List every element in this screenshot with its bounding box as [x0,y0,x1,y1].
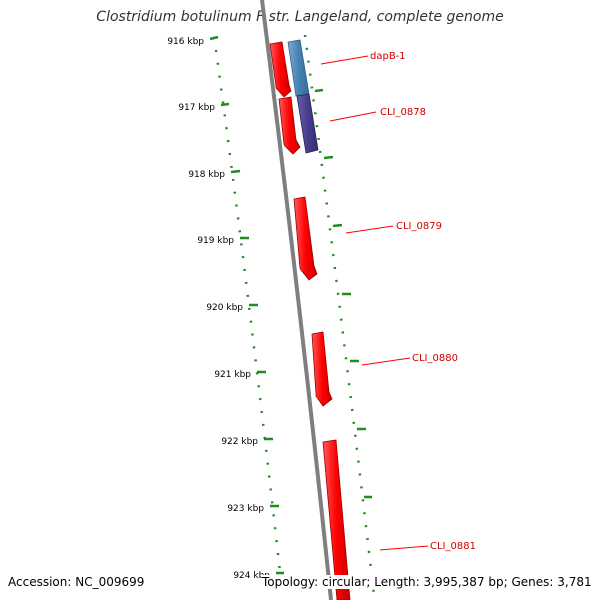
gene-label-dapB-1[interactable]: dapB-1 [370,51,406,62]
gene-red-2[interactable] [278,96,301,155]
kbp-labels: 916 kbp 917 kbp 918 kbp 919 kbp 920 kbp … [167,37,270,581]
gene-label-CLI_0878[interactable]: CLI_0878 [380,107,426,118]
kbp-label: 924 kbp [233,571,270,581]
gene-CLI_0879[interactable] [293,196,318,281]
leader-dapB-1 [320,55,369,65]
gene-CLI_0880[interactable] [311,331,333,407]
leader-CLI_0881 [379,545,429,551]
kbp-label: 916 kbp [167,37,204,47]
genome-backbone [260,0,333,600]
tick-major [332,223,343,228]
kbp-label: 920 kbp [206,303,243,313]
gene-label-CLI_0880[interactable]: CLI_0880 [412,353,458,364]
genome-summary-text: Topology: circular; Length: 3,995,387 bp… [262,575,592,589]
leader-CLI_0879 [345,225,394,234]
kbp-label: 918 kbp [188,170,225,180]
gene-red-1[interactable] [269,41,292,98]
tick-major [314,88,324,93]
tick-major [323,155,334,160]
tick-major [220,102,230,107]
kbp-ticks-right [303,34,376,596]
tick-minor-dots-right [303,34,376,596]
leader-CLI_0878 [329,111,377,122]
label-leaders [320,55,429,551]
genome-title: Clostridium botulinum F str. Langeland, … [96,9,504,25]
kbp-label: 921 kbp [214,370,251,380]
gene-CLI_0881[interactable] [322,439,351,600]
kbp-label: 923 kbp [227,504,264,514]
accession-text: Accession: NC_009699 [8,575,145,589]
gene-label-CLI_0879[interactable]: CLI_0879 [396,221,442,232]
gene-label-CLI_0881[interactable]: CLI_0881 [430,541,476,552]
gene-features [269,39,351,600]
tick-major [209,35,219,41]
leader-CLI_0880 [361,357,411,366]
kbp-label: 917 kbp [178,103,215,113]
tick-major [230,169,241,174]
kbp-label: 922 kbp [221,437,258,447]
kbp-ticks-left [209,35,284,591]
gene-CLI_0878[interactable] [296,93,319,154]
kbp-label: 919 kbp [197,236,234,246]
